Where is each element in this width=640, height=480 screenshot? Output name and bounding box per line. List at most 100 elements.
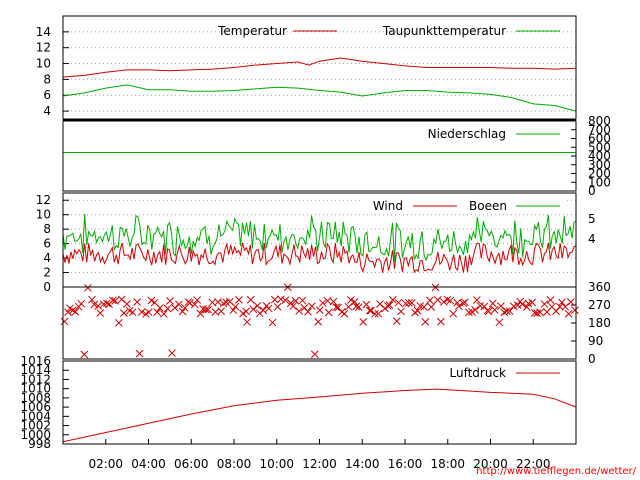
source-link[interactable]: http://www.tiefflegen.de/wetter/	[476, 466, 636, 477]
direction-point	[533, 309, 542, 318]
direction-point	[446, 296, 455, 305]
direction-point	[407, 299, 416, 307]
x-tick-label: 20:00	[473, 457, 508, 471]
direction-point	[367, 306, 375, 315]
direction-point	[359, 317, 368, 326]
y-tick-label: 500	[588, 140, 611, 154]
y-tick-label: 1010	[20, 382, 51, 396]
y-tick-label: 6	[43, 88, 51, 102]
direction-point	[332, 303, 341, 311]
direction-point	[488, 299, 497, 308]
y-tick-label: 400	[588, 149, 611, 163]
y-tick-label-right: 5	[588, 212, 596, 226]
direction-point	[546, 296, 555, 304]
x-tick-label: 06:00	[174, 457, 209, 471]
x-tick-label: 10:00	[259, 457, 294, 471]
direction-point	[153, 308, 162, 316]
direction-point	[561, 302, 570, 311]
direction-point	[178, 307, 187, 316]
direction-point	[273, 303, 282, 311]
direction-point	[374, 309, 383, 318]
direction-point	[426, 296, 434, 305]
direction-point	[362, 300, 371, 309]
direction-point	[270, 295, 279, 304]
x-tick-label: 02:00	[88, 457, 123, 471]
direction-point	[385, 301, 394, 309]
y-tick-label: 600	[588, 132, 611, 146]
direction-point	[90, 300, 99, 309]
direction-point	[495, 318, 504, 327]
y-tick-label: 90	[588, 334, 603, 348]
y-tick-label: 0	[588, 184, 596, 198]
direction-point	[465, 308, 473, 317]
y-tick-label: 0	[588, 352, 596, 366]
direction-point	[235, 296, 243, 304]
direction-point	[103, 299, 111, 308]
y-tick-label: 1004	[20, 409, 51, 423]
direction-point	[307, 302, 316, 311]
y-tick-label: 360	[588, 280, 611, 294]
direction-point	[246, 295, 255, 304]
direction-point	[427, 303, 436, 311]
direction-point	[324, 308, 333, 317]
y-tick-label: 1006	[20, 400, 51, 414]
direction-point	[439, 298, 448, 306]
y-tick-label: 1012	[20, 372, 51, 386]
direction-point	[484, 307, 493, 316]
direction-point	[264, 304, 273, 313]
temperature-panel: 4 6 810 12 14 Temperatur Taupunkttemperatur	[36, 15, 577, 120]
direction-point	[344, 302, 353, 311]
direction-point	[314, 317, 323, 326]
direction-point	[304, 307, 312, 316]
direction-point	[88, 295, 96, 304]
direction-point	[186, 299, 194, 307]
direction-point	[289, 302, 297, 311]
direction-point	[193, 296, 202, 304]
y-tick-label: 0	[43, 280, 51, 294]
direction-point	[392, 317, 401, 325]
direction-point	[123, 300, 131, 308]
direction-point	[536, 308, 544, 317]
direction-point	[114, 318, 123, 327]
direction-point	[217, 307, 225, 316]
direction-point	[253, 301, 262, 310]
direction-point	[394, 298, 403, 307]
direction-point	[120, 309, 128, 317]
direction-point	[109, 296, 117, 305]
series-line-0	[62, 388, 577, 443]
direction-point	[243, 318, 251, 326]
x-tick-label: 12:00	[302, 457, 337, 471]
direction-point	[204, 305, 213, 314]
direction-point	[502, 307, 511, 316]
x-tick-label: 04:00	[131, 457, 166, 471]
legend-label: Boeen	[469, 199, 507, 213]
x-tick-label: 08:00	[217, 457, 252, 471]
direction-point	[472, 296, 481, 304]
legend-label: Wind	[373, 199, 403, 213]
legend-label: Taupunkttemperatur	[382, 24, 506, 38]
direction-point	[196, 309, 205, 318]
legend-label: Luftdruck	[449, 366, 506, 380]
direction-point	[490, 306, 499, 314]
direction-point	[219, 299, 228, 308]
direction-point	[518, 300, 527, 309]
y-tick-label: 14	[36, 25, 51, 39]
direction-point	[170, 303, 179, 312]
y-tick-label: 300	[588, 158, 611, 172]
y-tick-label: 270	[588, 298, 611, 312]
direction-point	[133, 298, 142, 306]
direction-point	[571, 306, 579, 315]
series-line-wind	[62, 242, 577, 274]
y-tick-label: 1014	[20, 363, 51, 377]
direction-point	[347, 296, 355, 304]
direction-point	[298, 296, 307, 305]
direction-point	[310, 350, 319, 359]
y-tick-label: 200	[588, 167, 611, 181]
direction-point	[443, 295, 452, 304]
series-line-0	[62, 57, 577, 78]
direction-point	[315, 306, 324, 314]
x-tick-label: 16:00	[388, 457, 423, 471]
y-tick-label: 2	[43, 266, 51, 280]
panel-frame	[62, 286, 577, 360]
